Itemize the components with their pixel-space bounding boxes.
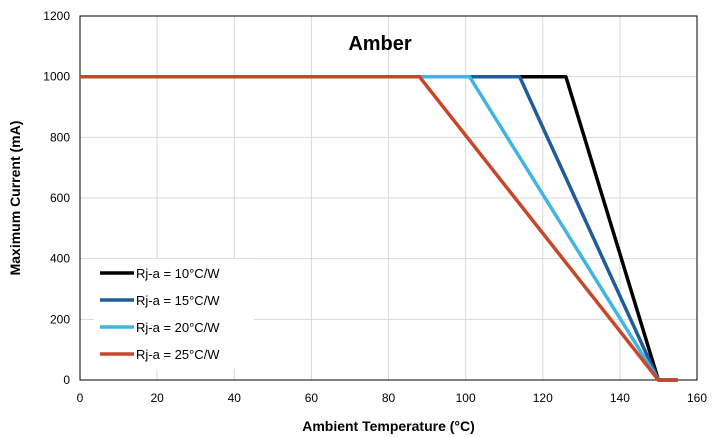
legend: Rj-a = 10°C/W Rj-a = 15°C/W Rj-a = 20°C/W R… bbox=[100, 266, 220, 362]
y-tick-label: 1000 bbox=[43, 70, 70, 84]
y-tick-label: 800 bbox=[50, 130, 70, 144]
x-axis-title: Ambient Temperature (°C) bbox=[302, 418, 475, 434]
y-tick-label: 0 bbox=[63, 373, 70, 387]
legend-label-1: Rj-a = 10°C/W bbox=[136, 266, 220, 281]
x-tick-label: 60 bbox=[305, 391, 319, 405]
x-tick-label: 80 bbox=[382, 391, 396, 405]
legend-label-3: Rj-a = 20°C/W bbox=[136, 320, 220, 335]
y-tick-label: 400 bbox=[50, 252, 70, 266]
x-tick-labels: 0 20 40 60 80 100 120 140 160 bbox=[77, 391, 708, 405]
x-tick-label: 0 bbox=[77, 391, 84, 405]
series-layer bbox=[80, 74, 678, 382]
y-tick-label: 1200 bbox=[43, 9, 70, 23]
x-tick-label: 120 bbox=[533, 391, 553, 405]
y-tick-label: 600 bbox=[50, 191, 70, 205]
legend-label-2: Rj-a = 15°C/W bbox=[136, 293, 220, 308]
x-tick-label: 20 bbox=[150, 391, 164, 405]
y-tick-labels: 0 200 400 600 800 1000 1200 bbox=[43, 9, 70, 387]
series-line-4 bbox=[80, 74, 678, 382]
x-tick-label: 100 bbox=[456, 391, 476, 405]
x-tick-label: 140 bbox=[610, 391, 630, 405]
plot-frame bbox=[79, 15, 698, 381]
y-axis-title: Maximum Current (mA) bbox=[7, 121, 23, 276]
legend-label-4: Rj-a = 25°C/W bbox=[136, 347, 220, 362]
chart-title: Amber bbox=[348, 33, 412, 55]
y-tick-label: 200 bbox=[50, 312, 70, 326]
x-tick-label: 160 bbox=[687, 391, 707, 405]
x-tick-label: 40 bbox=[228, 391, 242, 405]
legend-background bbox=[94, 259, 254, 369]
